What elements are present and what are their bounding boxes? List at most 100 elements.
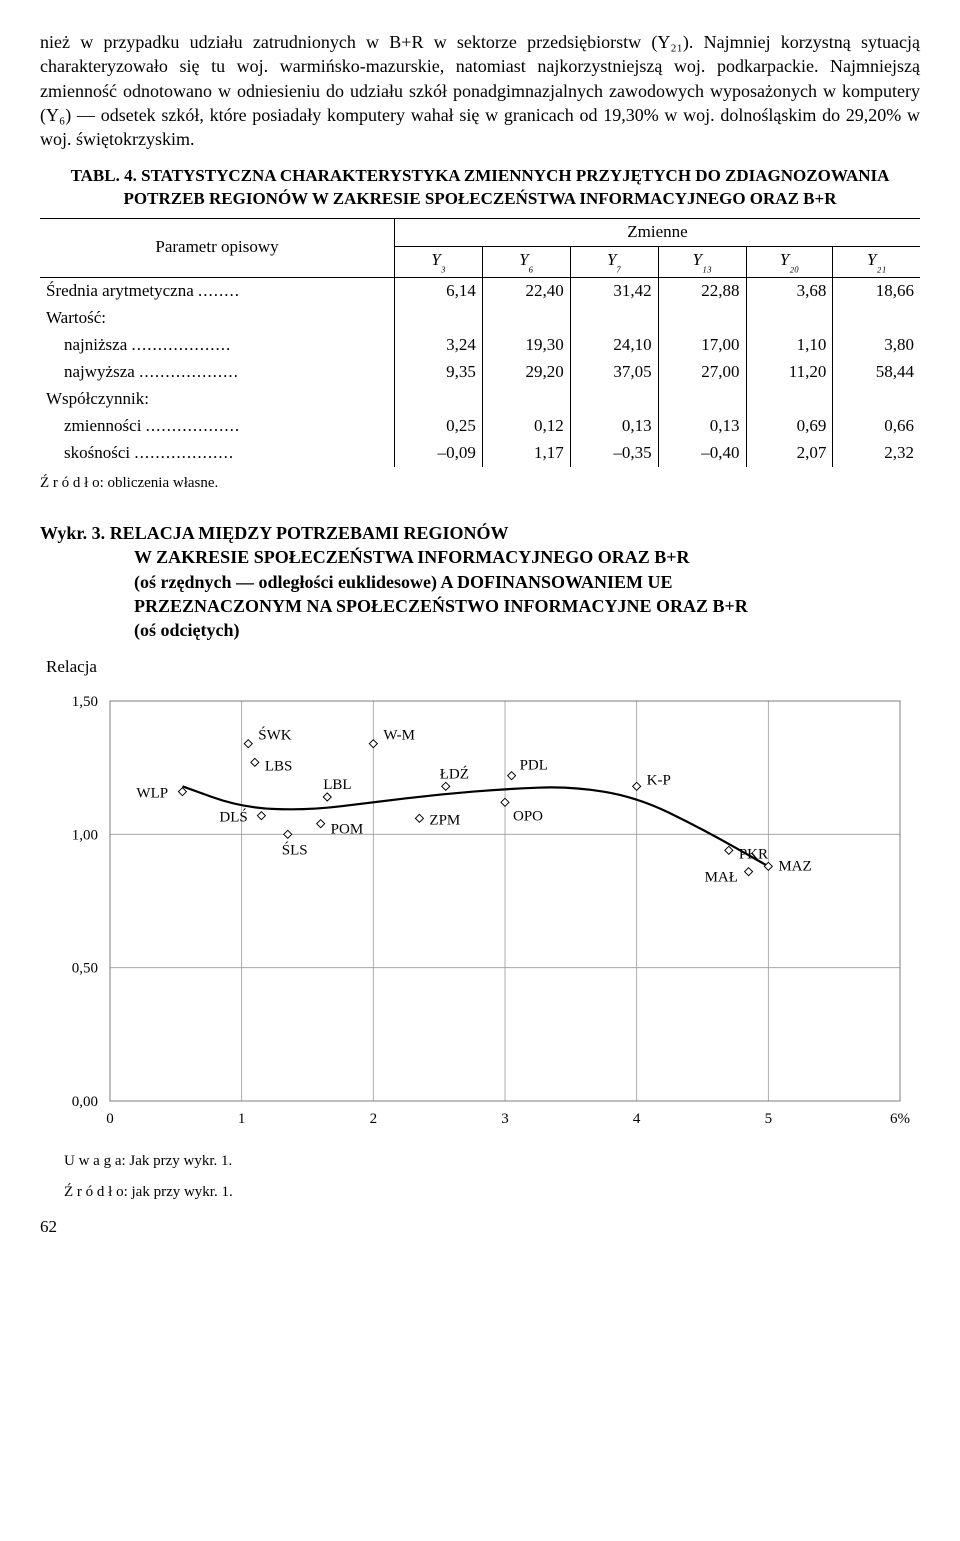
cell: 37,05 <box>570 359 658 386</box>
cell <box>746 386 833 413</box>
y-tick-label: 0,50 <box>72 961 98 977</box>
table-head: Parametr opisowy Zmienne Y₃Y₆Y₇Y₁₃Y₂₀Y₂₁ <box>40 218 920 277</box>
cell: 31,42 <box>570 278 658 305</box>
table-body: Średnia arytmetyczna ........6,1422,4031… <box>40 278 920 467</box>
table-row: Współczynnik: <box>40 386 920 413</box>
x-tick-label: 2 <box>370 1111 378 1127</box>
figure-title-line: PRZEZNACZONYM NA SPOŁECZEŃSTWO INFORMACY… <box>40 594 920 618</box>
row-label: Współczynnik: <box>40 386 394 413</box>
scatter-chart: WLPŚWKLBSDLŚŚLSLBLPOMW-MZPMŁDŹOPOPDLK-PP… <box>40 681 920 1141</box>
table-row: Wartość: <box>40 305 920 332</box>
cell: 29,20 <box>482 359 570 386</box>
figure-title-line: (oś odciętych) <box>40 618 920 642</box>
cell: 22,88 <box>658 278 746 305</box>
point-label: POM <box>331 822 364 838</box>
table-row: najwyższa ...................9,3529,2037… <box>40 359 920 386</box>
point-label: OPO <box>513 809 543 825</box>
body-paragraph: nież w przypadku udziału zatrudnionych w… <box>40 30 920 151</box>
cell: –0,40 <box>658 440 746 467</box>
row-label: najwyższa ................... <box>40 359 394 386</box>
cell: 6,14 <box>394 278 482 305</box>
x-tick-label: 5 <box>765 1111 773 1127</box>
cell: 9,35 <box>394 359 482 386</box>
figure-source: Ź r ó d ł o: jak przy wykr. 1. <box>64 1182 920 1202</box>
point-label: MAZ <box>778 859 811 875</box>
cell: 0,12 <box>482 413 570 440</box>
cell: 17,00 <box>658 332 746 359</box>
point-label: WLP <box>136 786 168 802</box>
figure-title-line: (oś rzędnych — odległości euklidesowe) A… <box>40 570 920 594</box>
cell: 0,13 <box>658 413 746 440</box>
point-label: W-M <box>383 728 415 744</box>
cell <box>658 386 746 413</box>
cell <box>570 305 658 332</box>
figure-title-lead: Wykr. 3. <box>40 523 110 543</box>
table-row: zmienności ..................0,250,120,1… <box>40 413 920 440</box>
figure-title-rest: RELACJA MIĘDZY POTRZEBAMI REGIONÓW <box>110 523 509 543</box>
x-tick-label: 4 <box>633 1111 641 1127</box>
cell: 3,68 <box>746 278 833 305</box>
cell: 0,13 <box>570 413 658 440</box>
point-label: ŚWK <box>258 727 292 744</box>
cell <box>746 305 833 332</box>
cell <box>658 305 746 332</box>
row-label: Wartość: <box>40 305 394 332</box>
th-col: Y₂₀ <box>746 246 833 278</box>
figure-uwaga: U w a g a: Jak przy wykr. 1. <box>64 1151 920 1171</box>
cell: 1,17 <box>482 440 570 467</box>
cell: 0,69 <box>746 413 833 440</box>
table-row: Średnia arytmetyczna ........6,1422,4031… <box>40 278 920 305</box>
cell: 58,44 <box>833 359 920 386</box>
stat-table: Parametr opisowy Zmienne Y₃Y₆Y₇Y₁₃Y₂₀Y₂₁… <box>40 218 920 467</box>
x-tick-label: 3 <box>501 1111 509 1127</box>
y-tick-label: 0,00 <box>72 1094 98 1110</box>
point-label: ŁDŹ <box>440 766 469 783</box>
cell: –0,35 <box>570 440 658 467</box>
table-source: Ź r ó d ł o: obliczenia własne. <box>40 473 920 493</box>
th-col: Y₇ <box>570 246 658 278</box>
cell: 18,66 <box>833 278 920 305</box>
point-label: MAŁ <box>705 870 738 886</box>
x-tick-label: 0 <box>106 1111 114 1127</box>
figure-title: Wykr. 3. RELACJA MIĘDZY POTRZEBAMI REGIO… <box>40 521 920 642</box>
cell: 27,00 <box>658 359 746 386</box>
point-label: ŚLS <box>282 842 308 859</box>
cell <box>482 305 570 332</box>
th-zmienne: Zmienne <box>394 218 920 246</box>
cell: 11,20 <box>746 359 833 386</box>
row-label: zmienności .................. <box>40 413 394 440</box>
cell: 0,66 <box>833 413 920 440</box>
point-label: DLŚ <box>219 809 247 826</box>
row-label: Średnia arytmetyczna ........ <box>40 278 394 305</box>
point-label: LBL <box>323 777 351 793</box>
chart-container: Relacja WLP ŚWK LBS DLŚ ŚLS LBL POM W-M ZPM ŁDŹ OP… <box>40 656 920 1141</box>
y-tick-label: 1,00 <box>72 828 98 844</box>
cell: 3,24 <box>394 332 482 359</box>
figure-title-line: W ZAKRESIE SPOŁECZEŃSTWA INFORMACYJNEGO … <box>40 545 920 569</box>
y-tick-label: 1,50 <box>72 694 98 710</box>
cell <box>394 305 482 332</box>
cell: 1,10 <box>746 332 833 359</box>
cell: 22,40 <box>482 278 570 305</box>
cell <box>833 305 920 332</box>
cell: 3,80 <box>833 332 920 359</box>
cell: 19,30 <box>482 332 570 359</box>
point-label: ZPM <box>429 813 460 829</box>
table-title: TABL. 4. STATYSTYCZNA CHARAKTERYSTYKA ZM… <box>40 165 920 209</box>
row-label: skośności ................... <box>40 440 394 467</box>
y-axis-label: Relacja <box>46 656 920 679</box>
cell <box>394 386 482 413</box>
table-row: skośności ...................–0,091,17–0… <box>40 440 920 467</box>
cell: 24,10 <box>570 332 658 359</box>
cell: –0,09 <box>394 440 482 467</box>
cell: 0,25 <box>394 413 482 440</box>
x-tick-label: 1 <box>238 1111 246 1127</box>
point-label: PDL <box>520 758 548 774</box>
th-col: Y₁₃ <box>658 246 746 278</box>
cell: 2,32 <box>833 440 920 467</box>
x-tick-label: 6% <box>890 1111 910 1127</box>
row-label: najniższa ................... <box>40 332 394 359</box>
th-col: Y₆ <box>482 246 570 278</box>
th-param: Parametr opisowy <box>40 218 394 277</box>
point-label: LBS <box>265 759 293 775</box>
